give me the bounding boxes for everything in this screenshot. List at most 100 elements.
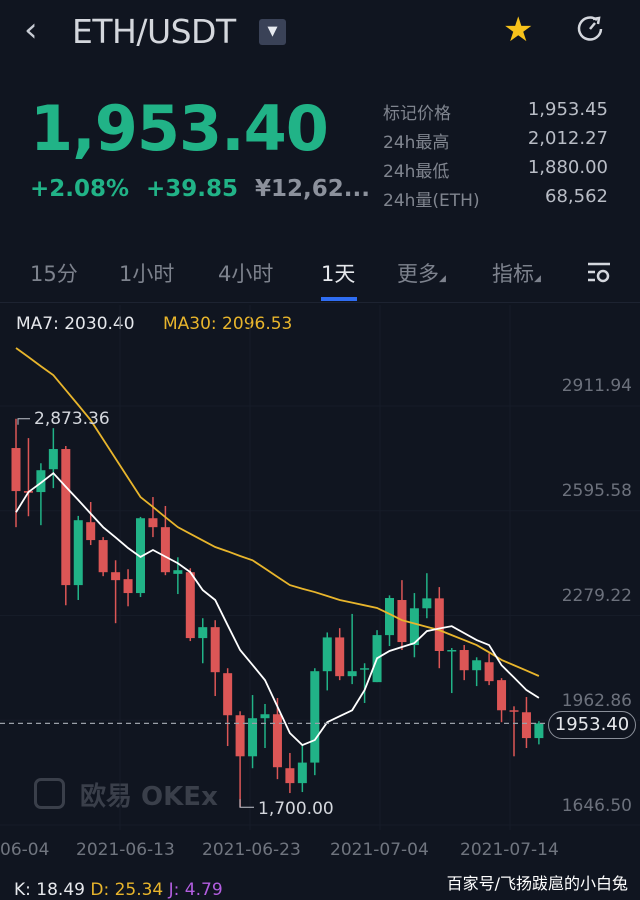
chevron-left-icon: ‹ xyxy=(24,10,38,50)
x-tick-label: 06-04 xyxy=(0,840,50,860)
candle-body xyxy=(260,714,270,719)
candle-body xyxy=(422,598,432,609)
candle-body xyxy=(36,470,46,493)
stat-value-24h-volume: 68,562 xyxy=(545,186,608,207)
candle-body xyxy=(148,518,158,528)
y-tick-label: 2911.94 xyxy=(561,376,632,396)
candle-body xyxy=(285,768,295,784)
kdj-legend: K: 18.49 D: 25.34 J: 4.79 xyxy=(14,880,223,900)
y-tick-label: 2279.22 xyxy=(561,586,632,606)
candle-body xyxy=(434,598,444,652)
current-price-label: 1953.40 xyxy=(548,711,636,739)
candle-body xyxy=(11,448,21,492)
tab-4h[interactable]: 4小时 xyxy=(218,262,274,286)
tab-15m[interactable]: 15分 xyxy=(30,262,78,286)
candle-body xyxy=(272,714,282,768)
kdj-d: D: 25.34 xyxy=(90,880,164,900)
ma30-line xyxy=(15,347,540,677)
x-tick-label: 2021-06-13 xyxy=(76,840,175,860)
candle-body xyxy=(248,718,258,757)
divider xyxy=(0,302,640,303)
x-tick-label: 2021-07-14 xyxy=(460,840,559,860)
refresh-icon xyxy=(577,16,603,41)
candle-body xyxy=(297,762,307,784)
candle-body xyxy=(385,598,394,636)
tab-more-label: 更多 xyxy=(397,262,439,286)
ma30-legend: MA30: 2096.53 xyxy=(163,314,293,334)
tab-indicators-label: 指标 xyxy=(492,262,534,286)
candle-body xyxy=(210,627,220,673)
change-percent: +2.08% xyxy=(30,176,130,202)
stat-label-24h-high: 24h最高 xyxy=(383,133,450,153)
candle-body xyxy=(360,668,370,670)
min-marker xyxy=(239,799,254,808)
ma7-legend: MA7: 2030.40 xyxy=(16,314,135,334)
stat-value-mark-price: 1,953.45 xyxy=(527,99,608,120)
candle-body xyxy=(335,637,345,677)
candle-body xyxy=(111,572,121,581)
candle-body xyxy=(472,660,482,671)
candle-body xyxy=(409,608,419,646)
stat-label-24h-low: 24h最低 xyxy=(383,162,450,182)
y-tick-label: 1962.86 xyxy=(561,691,632,711)
x-tick-label: 2021-06-23 xyxy=(202,840,301,860)
tab-indicators[interactable]: 指标◢ xyxy=(492,258,541,288)
stat-value-24h-low: 1,880.00 xyxy=(527,157,608,178)
star-icon: ★ xyxy=(503,10,534,50)
candle-body xyxy=(459,650,469,671)
candle-body xyxy=(347,671,357,677)
candle-body xyxy=(185,572,195,639)
kdj-j: J: 4.79 xyxy=(168,880,223,900)
min-price-label: 1,700.00 xyxy=(258,799,334,819)
favorite-button[interactable]: ★ xyxy=(503,10,533,50)
candle-body xyxy=(86,522,96,541)
kdj-k: K: 18.49 xyxy=(14,880,85,900)
tab-more[interactable]: 更多◢ xyxy=(397,258,446,288)
candle-body xyxy=(447,650,457,652)
candle-body xyxy=(509,710,519,712)
candle-body xyxy=(235,715,245,757)
chart-settings-icon xyxy=(588,262,610,283)
change-amount: +39.85 xyxy=(146,176,239,202)
okex-logo-icon xyxy=(34,778,65,809)
candle-body xyxy=(521,712,531,739)
pair-dropdown-button[interactable]: ▼ xyxy=(259,19,286,45)
candle-body xyxy=(497,680,507,711)
y-tick-label: 2595.58 xyxy=(561,481,632,501)
candle-body xyxy=(73,520,83,586)
candle-body xyxy=(123,579,133,594)
candle-body xyxy=(223,673,233,716)
stat-label-24h-volume: 24h量(ETH) xyxy=(383,191,480,211)
tab-1h[interactable]: 1小时 xyxy=(119,262,175,286)
candle-body xyxy=(322,637,332,672)
max-marker xyxy=(17,418,30,425)
ma7-line xyxy=(15,471,540,747)
caret-down-icon: ▼ xyxy=(267,24,278,39)
back-button[interactable]: ‹ xyxy=(24,12,38,48)
candle-body xyxy=(61,449,71,586)
watermark: 欧易 OKEx xyxy=(80,782,218,812)
candle-body xyxy=(484,662,494,682)
stat-label-mark-price: 标记价格 xyxy=(383,104,451,124)
max-price-label: 2,873.36 xyxy=(34,409,110,429)
candle-body xyxy=(198,627,208,639)
y-tick-label: 1646.50 xyxy=(561,796,632,816)
tab-1d[interactable]: 1天 xyxy=(321,262,356,286)
cny-price: ¥12,62... xyxy=(255,176,370,202)
candle-body xyxy=(534,723,544,739)
credit-watermark: 百家号/飞扬跋扈的小白兔 xyxy=(446,874,628,893)
refresh-button[interactable] xyxy=(575,14,605,44)
candle-body xyxy=(173,570,183,574)
active-tab-indicator xyxy=(321,297,357,301)
candle-body xyxy=(98,540,108,573)
chart-settings-button[interactable] xyxy=(586,260,612,290)
pair-title[interactable]: ETH/USDT xyxy=(72,12,236,51)
corner-triangle-icon: ◢ xyxy=(439,274,446,284)
stat-value-24h-high: 2,012.27 xyxy=(527,128,608,149)
candle-body xyxy=(160,527,170,573)
corner-triangle-icon: ◢ xyxy=(534,274,541,284)
candle-body xyxy=(136,518,145,594)
x-tick-label: 2021-07-04 xyxy=(330,840,429,860)
candle-body xyxy=(310,671,320,763)
